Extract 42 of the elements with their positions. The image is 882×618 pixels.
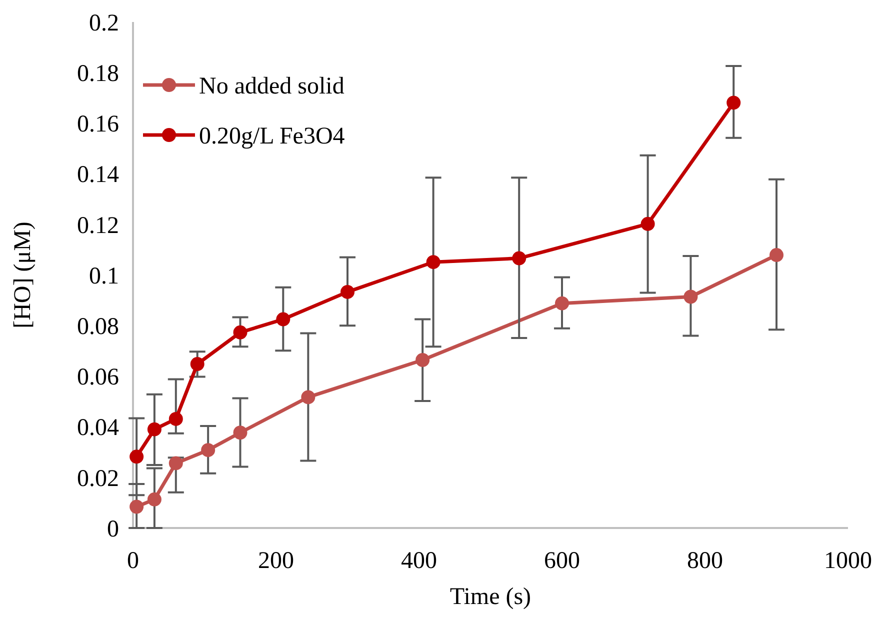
point <box>726 96 741 110</box>
point <box>512 251 526 266</box>
point <box>770 248 784 262</box>
x-tick-label: 0 <box>127 548 139 574</box>
point <box>301 390 316 404</box>
point <box>147 422 162 436</box>
y-tick-label: 0.1 <box>89 263 119 290</box>
point <box>426 255 440 270</box>
point <box>684 290 698 304</box>
y-tick-label: 0.06 <box>77 364 119 391</box>
point <box>130 450 144 464</box>
point <box>233 426 248 440</box>
x-tick-label: 1000 <box>824 548 872 574</box>
point <box>168 456 183 470</box>
point <box>416 353 430 368</box>
y-axis-title: [HO] (μM) <box>10 222 36 328</box>
y-tick-label: 0.02 <box>77 466 119 492</box>
y-tick-label: 0.08 <box>77 314 119 340</box>
point <box>555 296 569 310</box>
point <box>168 412 183 426</box>
y-tick-label: 0 <box>107 516 119 542</box>
point <box>340 284 354 299</box>
x-tick-label: 400 <box>401 548 437 574</box>
point <box>130 500 144 514</box>
y-tick-label: 0.2 <box>89 10 119 36</box>
x-tick-label: 200 <box>258 548 294 574</box>
point <box>276 312 290 326</box>
x-tick-label: 800 <box>687 548 723 574</box>
y-tick-label: 0.16 <box>77 112 119 138</box>
x-tick-label: 600 <box>544 548 580 574</box>
legend-label: 0.20g/L Fe3O4 <box>199 123 345 150</box>
x-axis-title: Time (s) <box>450 584 532 610</box>
legend-label: No added solid <box>199 73 344 100</box>
y-tick-label: 0.18 <box>77 61 119 87</box>
point <box>233 325 248 340</box>
y-tick-label: 0.14 <box>77 162 119 188</box>
y-tick-label: 0.04 <box>77 415 119 442</box>
point <box>201 443 216 458</box>
point <box>147 492 162 506</box>
point <box>190 357 204 372</box>
y-tick-label: 0.12 <box>77 212 119 239</box>
point <box>640 216 655 231</box>
